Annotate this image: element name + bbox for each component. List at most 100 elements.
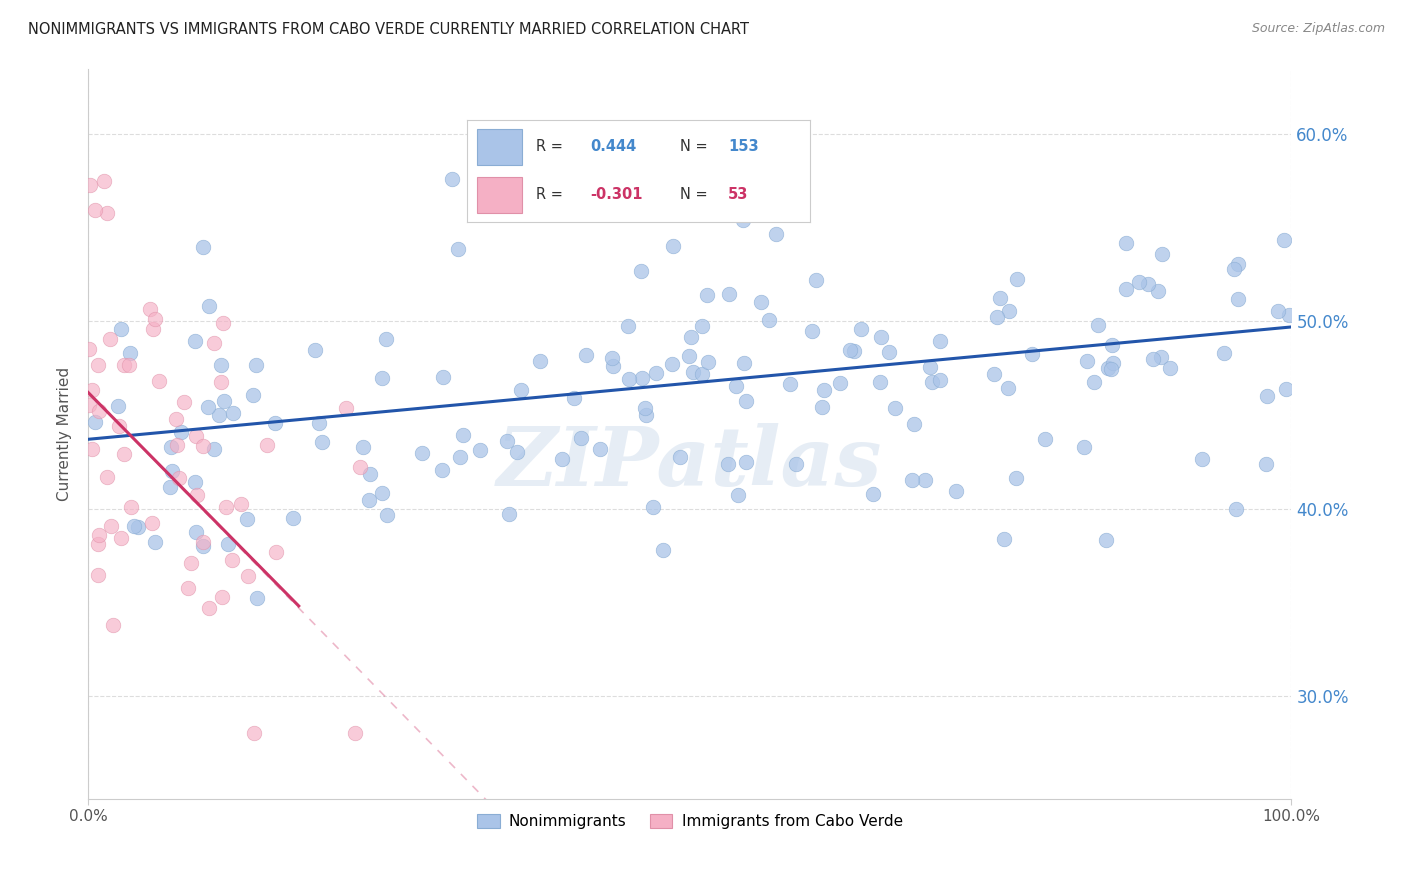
- Point: [800, 324, 823, 338]
- Point: [245, 358, 267, 372]
- Point: [375, 333, 398, 347]
- Point: [100, 518, 122, 533]
- Point: [929, 334, 952, 348]
- Text: Source: ZipAtlas.com: Source: ZipAtlas.com: [1251, 22, 1385, 36]
- Point: [173, 394, 195, 409]
- Point: [165, 412, 187, 426]
- Point: [562, 392, 585, 406]
- Point: [813, 383, 835, 397]
- Point: [238, 569, 260, 583]
- Point: [589, 442, 612, 456]
- Text: NONIMMIGRANTS VS IMMIGRANTS FROM CABO VERDE CURRENTLY MARRIED CORRELATION CHART: NONIMMIGRANTS VS IMMIGRANTS FROM CABO VE…: [28, 22, 749, 37]
- Point: [87, 568, 110, 582]
- Point: [93, 174, 115, 188]
- Point: [993, 532, 1015, 546]
- Point: [811, 400, 834, 414]
- Point: [202, 442, 225, 457]
- Point: [506, 445, 529, 459]
- Point: [1191, 452, 1213, 467]
- Point: [945, 484, 967, 499]
- Point: [733, 213, 755, 227]
- Point: [651, 543, 673, 558]
- Point: [349, 460, 371, 475]
- Point: [86, 358, 108, 372]
- Point: [600, 351, 623, 366]
- Point: [468, 443, 491, 458]
- Point: [498, 508, 520, 522]
- Point: [180, 556, 202, 570]
- Point: [636, 409, 658, 423]
- Point: [983, 368, 1005, 382]
- Point: [211, 591, 233, 605]
- Point: [697, 355, 720, 369]
- Point: [661, 239, 683, 253]
- Point: [921, 375, 943, 389]
- Point: [929, 373, 952, 387]
- Point: [169, 471, 191, 485]
- Point: [98, 332, 121, 346]
- Point: [82, 442, 104, 456]
- Point: [1226, 257, 1249, 271]
- Point: [209, 358, 232, 372]
- Point: [112, 447, 135, 461]
- Point: [602, 359, 624, 373]
- Point: [243, 726, 266, 740]
- Point: [143, 535, 166, 549]
- Point: [162, 464, 184, 478]
- Point: [828, 376, 851, 390]
- Point: [998, 304, 1021, 318]
- Point: [177, 581, 200, 595]
- Point: [411, 446, 433, 460]
- Point: [779, 376, 801, 391]
- Point: [1142, 351, 1164, 366]
- Point: [749, 295, 772, 310]
- Point: [215, 500, 238, 515]
- Point: [343, 726, 366, 740]
- Point: [96, 469, 118, 483]
- Point: [1102, 356, 1125, 370]
- Point: [869, 375, 891, 389]
- Point: [785, 457, 807, 471]
- Point: [87, 404, 110, 418]
- Point: [311, 434, 333, 449]
- Point: [571, 431, 593, 445]
- Point: [914, 473, 936, 487]
- Point: [733, 356, 755, 370]
- Point: [633, 401, 655, 415]
- Point: [79, 178, 101, 192]
- Point: [449, 450, 471, 465]
- Point: [630, 264, 652, 278]
- Point: [256, 437, 278, 451]
- Point: [529, 353, 551, 368]
- Point: [112, 358, 135, 372]
- Point: [186, 487, 208, 501]
- Point: [735, 394, 758, 409]
- Point: [725, 379, 748, 393]
- Point: [264, 545, 287, 559]
- Point: [1007, 272, 1029, 286]
- Point: [1274, 233, 1296, 247]
- Point: [765, 227, 787, 241]
- Point: [920, 360, 942, 375]
- Point: [87, 527, 110, 541]
- Point: [197, 299, 219, 313]
- Point: [83, 415, 105, 429]
- Point: [101, 618, 124, 632]
- Point: [371, 371, 394, 385]
- Point: [727, 488, 749, 502]
- Text: ZIPatlas: ZIPatlas: [498, 423, 883, 503]
- Point: [988, 291, 1011, 305]
- Point: [1073, 440, 1095, 454]
- Point: [1256, 389, 1278, 403]
- Point: [159, 480, 181, 494]
- Point: [96, 206, 118, 220]
- Point: [645, 366, 668, 380]
- Point: [221, 553, 243, 567]
- Point: [690, 318, 713, 333]
- Point: [229, 497, 252, 511]
- Point: [1147, 284, 1170, 298]
- Point: [184, 429, 207, 443]
- Point: [432, 463, 454, 477]
- Point: [678, 349, 700, 363]
- Point: [118, 358, 141, 372]
